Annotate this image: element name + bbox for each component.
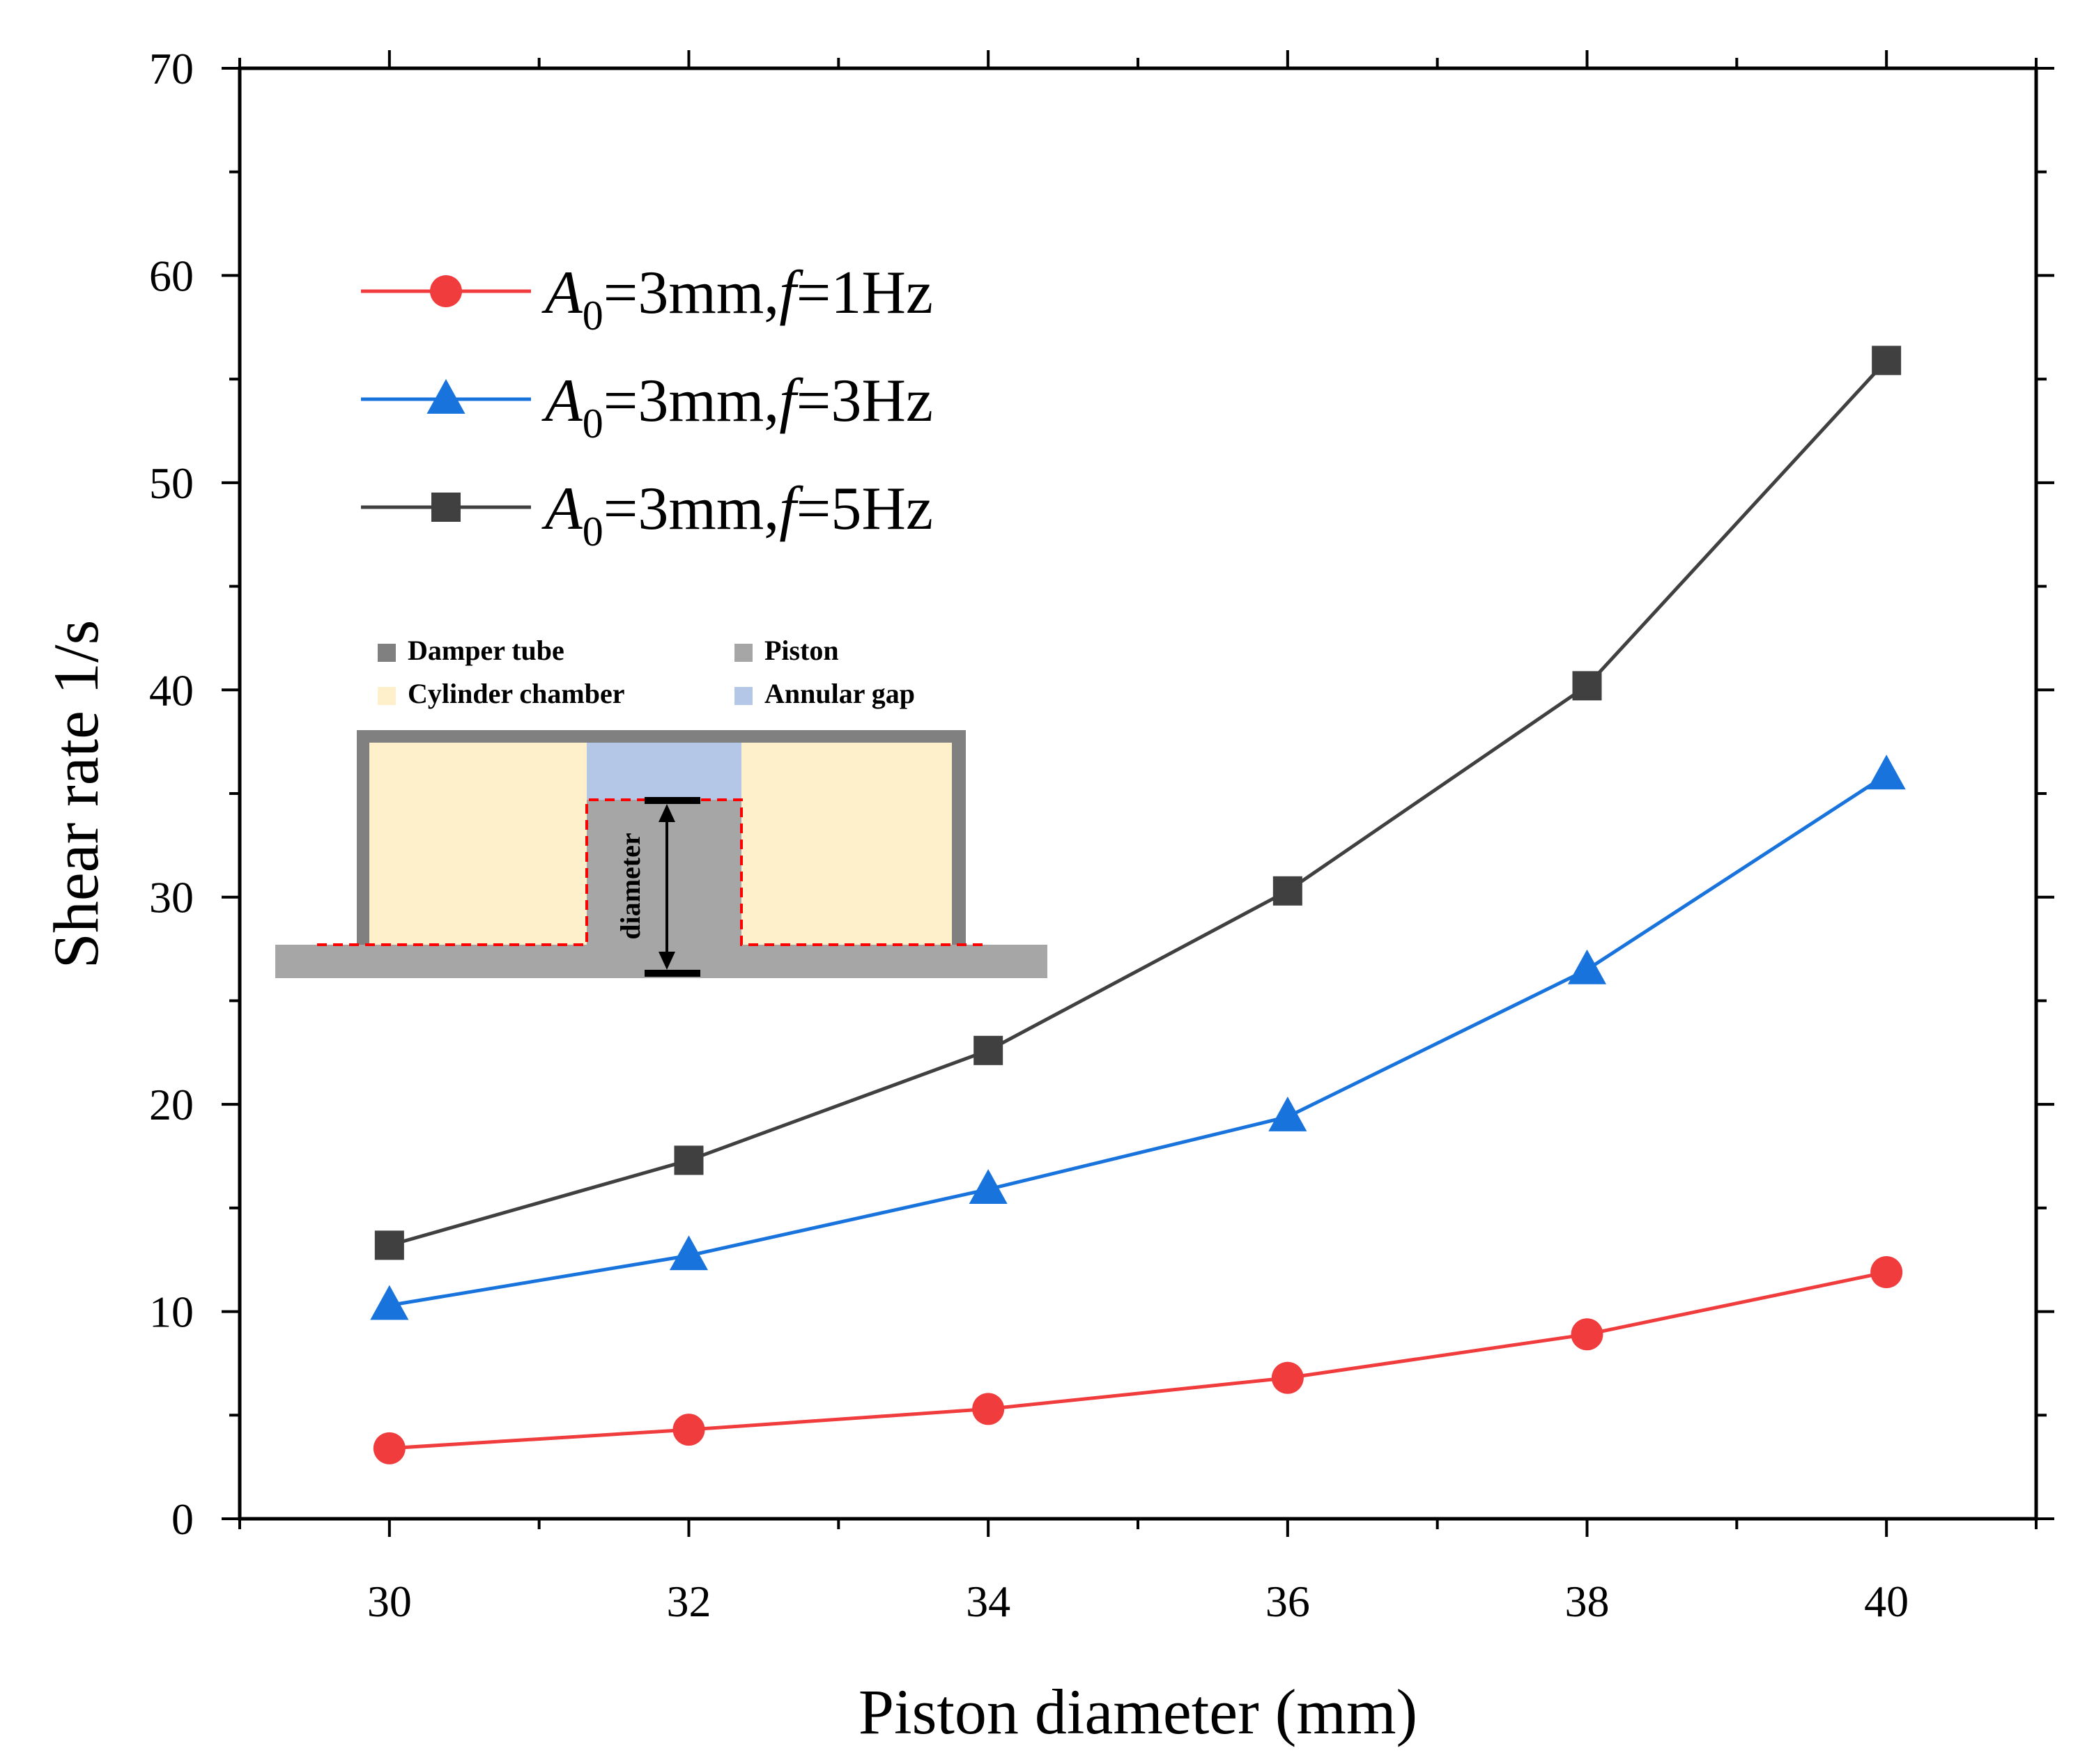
cylinder-chamber-right bbox=[741, 743, 952, 945]
y-tick-label: 10 bbox=[149, 1287, 194, 1337]
x-tick-label: 36 bbox=[1265, 1577, 1310, 1626]
inset-legend-swatch-piston bbox=[734, 644, 753, 662]
legend-marker bbox=[431, 493, 461, 522]
damper-tube-left bbox=[357, 730, 369, 945]
data-point bbox=[1872, 346, 1902, 376]
data-point bbox=[1870, 1256, 1903, 1289]
data-point bbox=[1571, 1318, 1603, 1351]
data-point bbox=[1567, 949, 1607, 984]
data-point bbox=[672, 1414, 705, 1446]
dimension-label: diameter bbox=[615, 833, 646, 939]
y-tick-label: 0 bbox=[171, 1494, 194, 1544]
x-tick-label: 30 bbox=[367, 1577, 412, 1626]
data-point bbox=[370, 1285, 409, 1320]
inset-legend-swatch-cylinder-chamber bbox=[378, 687, 396, 705]
x-tick-labels: 30 32 34 36 38 40 bbox=[367, 1577, 1909, 1626]
inset-legend-label-piston: Piston bbox=[764, 635, 839, 666]
dimension-bar-bottom bbox=[645, 970, 700, 977]
inset-legend-swatch-damper-tube bbox=[378, 644, 396, 662]
data-point bbox=[1271, 1361, 1304, 1394]
damper-tube-right bbox=[952, 730, 966, 945]
y-tick-label: 60 bbox=[149, 251, 194, 300]
series-triangle bbox=[370, 755, 1906, 1320]
legend-entry: A0=3mm,f=3Hz bbox=[361, 367, 933, 447]
series-layer bbox=[370, 346, 1906, 1464]
y-tick-label: 20 bbox=[149, 1080, 194, 1129]
inset-dashed-outline bbox=[317, 798, 988, 946]
x-axis-title: Piston diameter (mm) bbox=[859, 1676, 1417, 1747]
annular-gap bbox=[587, 743, 741, 800]
y-axis-title: Shear rate 1/s bbox=[40, 620, 111, 969]
y-tick-label: 30 bbox=[149, 873, 194, 922]
data-point bbox=[669, 1235, 709, 1271]
x-tick-label: 40 bbox=[1864, 1577, 1909, 1626]
dimension-bar-top bbox=[645, 797, 700, 804]
legend-label: A0=3mm,f=1Hz bbox=[541, 259, 933, 339]
data-point bbox=[969, 1169, 1008, 1204]
series-square bbox=[374, 346, 1902, 1260]
legend-entry: A0=3mm,f=1Hz bbox=[361, 259, 933, 339]
series-line bbox=[389, 1270, 1887, 1450]
x-tick-label: 32 bbox=[667, 1577, 711, 1626]
damper-tube-top bbox=[357, 730, 966, 743]
legend-entry: A0=3mm,f=5Hz bbox=[361, 475, 933, 555]
inset-legend-label-damper-tube: Damper tube bbox=[408, 635, 564, 666]
legend-marker bbox=[430, 275, 462, 307]
series-line bbox=[389, 359, 1888, 1247]
data-point bbox=[373, 1432, 406, 1464]
x-tick-label: 34 bbox=[966, 1577, 1010, 1626]
legend: A0=3mm,f=1Hz A0=3mm,f=3Hz A0=3mm,f=5Hz bbox=[361, 259, 933, 555]
inset-legend-label-annular-gap: Annular gap bbox=[764, 678, 915, 709]
data-point bbox=[1268, 1096, 1307, 1131]
dimension-arrow-bottom bbox=[659, 952, 675, 970]
cylinder-chamber-left bbox=[369, 743, 587, 945]
dimension-arrow-top bbox=[659, 804, 675, 822]
data-point bbox=[1867, 755, 1906, 790]
data-point bbox=[1572, 671, 1602, 701]
inset-legend-label-cylinder-chamber: Cylinder chamber bbox=[408, 678, 624, 709]
inset-legend-swatch-annular-gap bbox=[734, 687, 753, 705]
data-point bbox=[374, 1230, 404, 1260]
legend-marker bbox=[426, 379, 465, 414]
series-circle bbox=[373, 1256, 1903, 1464]
x-tick-label: 38 bbox=[1565, 1577, 1610, 1626]
series-line bbox=[389, 773, 1888, 1308]
legend-label: A0=3mm,f=3Hz bbox=[541, 367, 933, 447]
data-point bbox=[674, 1145, 704, 1175]
y-tick-label: 50 bbox=[149, 458, 194, 508]
piston-body bbox=[587, 800, 741, 945]
legend-label: A0=3mm,f=5Hz bbox=[541, 475, 933, 555]
data-point bbox=[973, 1035, 1003, 1065]
y-tick-label: 70 bbox=[149, 44, 194, 93]
y-tick-labels: 0 10 20 30 40 50 60 70 bbox=[149, 44, 194, 1544]
axis-ticks bbox=[222, 50, 2054, 1537]
data-point bbox=[1272, 876, 1302, 906]
data-point bbox=[972, 1393, 1005, 1425]
y-tick-label: 40 bbox=[149, 665, 194, 715]
inset-schematic: Damper tube Piston Cylinder chamber Annu… bbox=[275, 635, 1047, 978]
